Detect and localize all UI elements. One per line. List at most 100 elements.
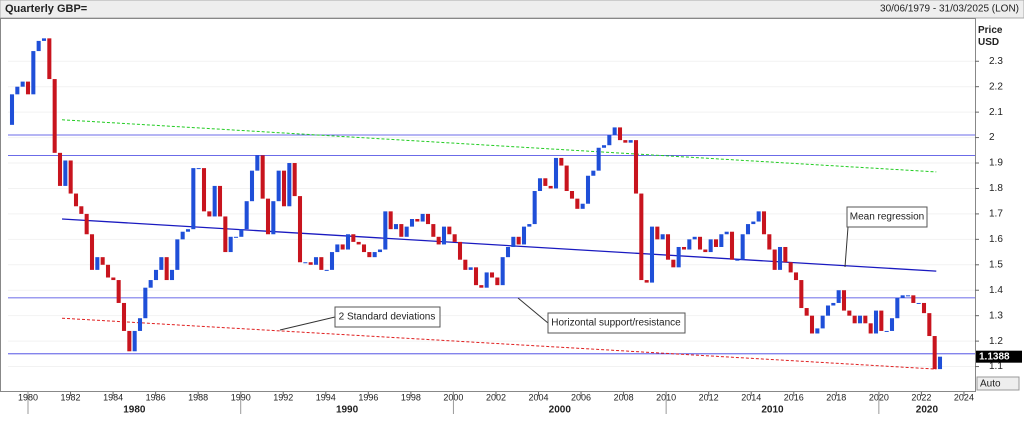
annotation-box [547, 312, 686, 334]
candle [217, 185, 223, 217]
candle [729, 231, 735, 260]
y-tick-label: 1.7 [989, 209, 1003, 220]
candle [607, 135, 612, 146]
candle [655, 226, 660, 240]
candle [175, 239, 180, 270]
candle [431, 224, 436, 237]
candle [548, 185, 553, 189]
candle [111, 277, 116, 281]
candle [180, 231, 185, 240]
annotation-pointer [279, 316, 336, 331]
candle [207, 211, 212, 217]
candle [356, 241, 361, 245]
candle [41, 38, 47, 41]
candle [644, 280, 649, 283]
candle [932, 336, 937, 370]
x-tick-label: 1992 [273, 392, 293, 402]
candle [132, 330, 137, 352]
candle [804, 308, 809, 316]
decade-label: 1990 [336, 405, 359, 416]
candle [271, 201, 276, 235]
candle [799, 280, 804, 309]
candle [52, 79, 57, 153]
candle [15, 86, 20, 95]
y-tick-label: 1.4 [989, 285, 1003, 296]
candle [767, 234, 772, 250]
candle [212, 185, 217, 217]
candle [884, 330, 889, 332]
x-tick-label: 1988 [188, 392, 208, 402]
candle [169, 269, 175, 281]
candle [457, 241, 463, 260]
candle [335, 244, 340, 253]
candle [68, 160, 73, 194]
candle [95, 257, 100, 270]
scale-mode[interactable]: Auto [980, 379, 1001, 390]
last-price-label: 1.1388 [979, 351, 1010, 362]
candle [911, 295, 916, 303]
candle [863, 315, 868, 324]
candle [447, 226, 452, 235]
decade-label: 2020 [916, 405, 939, 416]
candle [185, 229, 191, 232]
candle [281, 170, 287, 207]
candle [831, 302, 836, 306]
candle [415, 218, 420, 222]
candle [847, 310, 852, 316]
candle [276, 170, 281, 202]
candle [575, 198, 580, 209]
candle [489, 272, 495, 278]
trend-line [62, 317, 937, 370]
candle [436, 236, 441, 245]
candle [239, 229, 244, 237]
x-tick-label: 1982 [61, 392, 81, 402]
candle [148, 280, 153, 288]
candle [383, 211, 388, 250]
candle [127, 330, 132, 352]
candle [57, 152, 63, 186]
candle [836, 290, 841, 303]
candle [372, 252, 377, 258]
candle [569, 191, 575, 199]
x-tick-label: 2016 [784, 392, 804, 402]
candle [473, 267, 479, 286]
annotation-text: Mean regression [850, 212, 924, 223]
chart-subtitle: 30/06/1979 - 31/03/2025 (LON) [880, 4, 1019, 15]
candle [937, 356, 943, 370]
candle [20, 81, 25, 87]
candle [591, 170, 596, 176]
candle [409, 218, 415, 227]
candle [676, 246, 681, 268]
candle [516, 236, 521, 245]
candle [121, 302, 127, 331]
x-tick-label: 1986 [146, 392, 166, 402]
candle [697, 236, 703, 250]
y-tick-label: 1.8 [989, 183, 1003, 194]
candle [425, 213, 431, 225]
candle [825, 305, 831, 316]
candle [777, 246, 783, 270]
candle [84, 213, 89, 235]
candle [100, 257, 105, 265]
y-tick-label: 1.9 [989, 158, 1003, 169]
annotation-support: Horizontal support/resistance [517, 297, 686, 334]
candle [559, 157, 564, 166]
decade-label: 2000 [549, 405, 572, 416]
candle [873, 310, 879, 334]
candle [927, 313, 932, 337]
y-tick-label: 1.6 [989, 234, 1003, 245]
candle [63, 160, 68, 186]
candle [255, 155, 260, 171]
candle [340, 244, 345, 250]
annotation-text: 2 Standard deviations [339, 312, 436, 323]
candle [164, 257, 169, 281]
candle [783, 246, 788, 263]
candle [495, 277, 500, 286]
scale-mode-button[interactable] [976, 376, 1020, 391]
candle [879, 310, 884, 331]
candle [751, 221, 756, 225]
x-tick-label: 2006 [571, 392, 591, 402]
x-tick-label: 2004 [528, 392, 548, 402]
candle [521, 226, 527, 245]
annotation-pointer [844, 226, 849, 268]
